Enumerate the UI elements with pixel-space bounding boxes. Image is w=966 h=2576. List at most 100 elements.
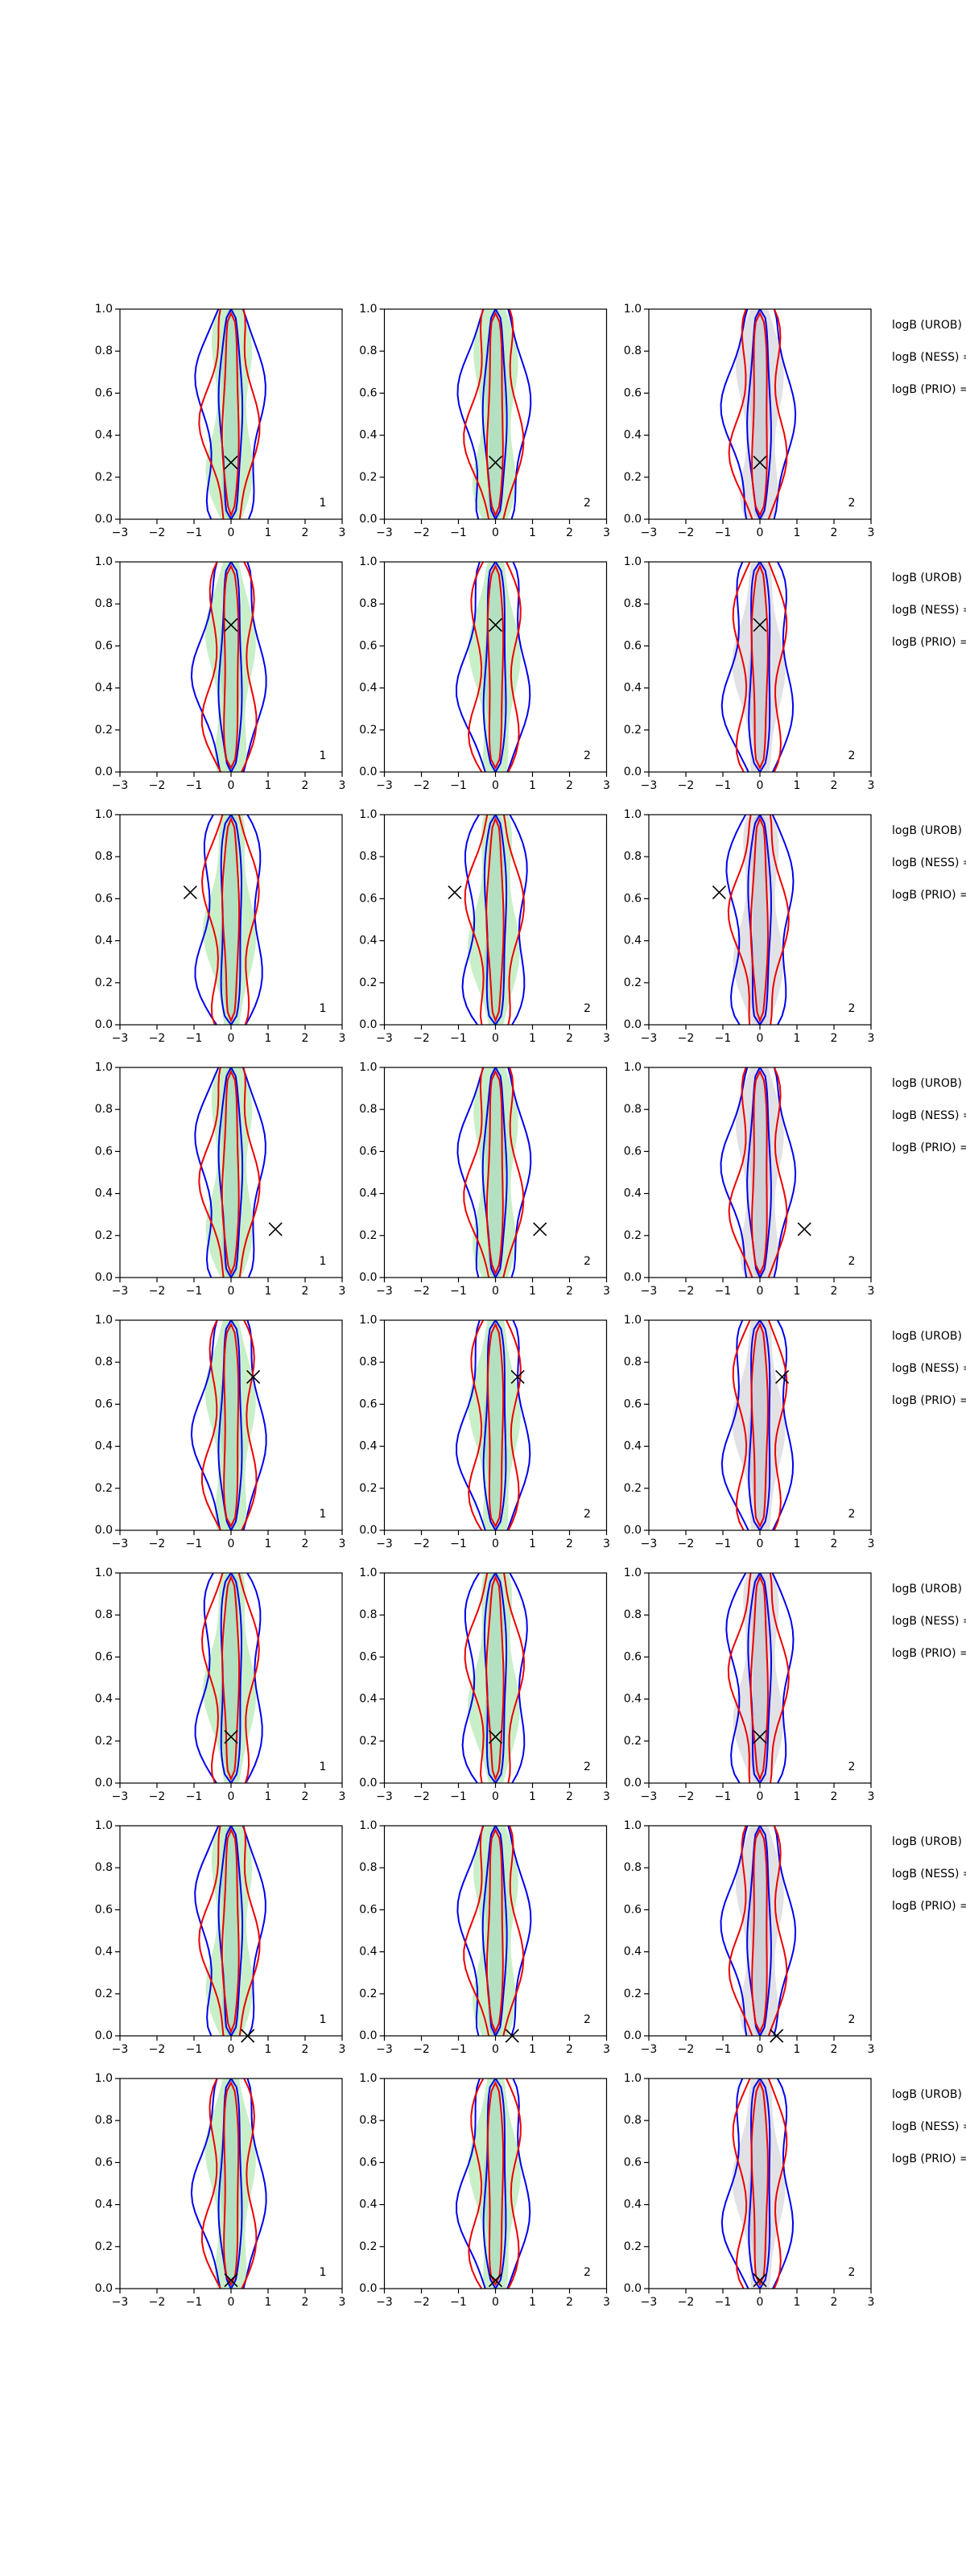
x-tick-label: −1 xyxy=(186,1285,203,1298)
y-tick-label: 0.2 xyxy=(624,724,642,737)
y-tick-label: 0.2 xyxy=(624,1988,642,2000)
panel-annotation: 2 xyxy=(584,1002,591,1015)
x-tick-label: −2 xyxy=(678,1538,695,1550)
y-tick-label: 0.8 xyxy=(359,2114,377,2127)
contours xyxy=(720,2079,795,2289)
contour-blue xyxy=(190,2079,267,2289)
y-tick-label: 0.6 xyxy=(624,1903,642,1916)
contours xyxy=(194,815,263,1025)
y-tick-label: 0.2 xyxy=(95,1482,113,1495)
x-tick-label: −1 xyxy=(715,1032,732,1045)
row-label: logB (UROB) = xyxy=(892,2088,966,2101)
row-label: logB (UROB) = xyxy=(892,1330,966,1343)
x-tick-label: 3 xyxy=(603,2043,610,2056)
x-tick-label: −1 xyxy=(450,526,467,539)
marker xyxy=(488,617,503,632)
y-tick-label: 1.0 xyxy=(95,555,113,568)
x-tick-label: 1 xyxy=(265,1032,272,1045)
x-tick-label: 1 xyxy=(794,1032,801,1045)
x-tick-label: 1 xyxy=(794,779,801,792)
panel-annotation: 1 xyxy=(320,1002,327,1015)
y-tick-label: 0.6 xyxy=(359,1650,377,1663)
x-tick-label: 1 xyxy=(265,526,272,539)
x-tick-label: −1 xyxy=(186,779,203,792)
y-tick-label: 0.6 xyxy=(624,1145,642,1158)
y-tick-label: 0.8 xyxy=(95,1103,113,1116)
x-tick-label: −3 xyxy=(376,779,393,792)
x-tick-label: −2 xyxy=(413,2043,430,2056)
x-tick-label: 1 xyxy=(794,1790,801,1803)
y-tick-label: 0.8 xyxy=(624,597,642,610)
contour-red xyxy=(200,1573,260,1783)
x-tick-label: −1 xyxy=(186,1790,203,1803)
panel: −3 −2 −1 0 1 2 3 0.0 0.2 0.4 0.6 0.8 1.0 2 xyxy=(624,303,875,539)
x-tick-label: 2 xyxy=(831,779,838,792)
y-tick-label: 1.0 xyxy=(359,1314,377,1327)
panel-annotation: 2 xyxy=(584,749,591,762)
contour-red-inner xyxy=(751,1069,768,1276)
x-tick-label: 3 xyxy=(603,1032,610,1045)
marker xyxy=(241,2029,255,2043)
contours xyxy=(720,309,797,519)
contour-red xyxy=(728,1826,788,2036)
y-tick-label: 0.6 xyxy=(95,1903,113,1916)
panel-annotation: 2 xyxy=(848,1508,856,1521)
y-tick-label: 0.2 xyxy=(95,724,113,737)
x-tick-label: 3 xyxy=(339,779,346,792)
x-tick-label: −2 xyxy=(678,779,695,792)
contour-blue-inner xyxy=(482,2079,507,2289)
x-tick-label: 0 xyxy=(492,2296,499,2309)
x-tick-label: 1 xyxy=(794,526,801,539)
contours xyxy=(190,1320,267,1530)
y-tick-label: 1.0 xyxy=(624,2072,642,2085)
x-tick-label: 3 xyxy=(868,1032,875,1045)
contour-red xyxy=(728,309,788,519)
x-tick-label: 0 xyxy=(228,526,235,539)
contour-red-inner xyxy=(221,816,241,1023)
x-tick-label: 2 xyxy=(302,2296,309,2309)
marker xyxy=(753,2273,767,2288)
y-tick-label: 0.0 xyxy=(624,2282,642,2295)
panel: −3 −2 −1 0 1 2 3 0.0 0.2 0.4 0.6 0.8 1.0 1 xyxy=(95,2072,346,2309)
y-tick-label: 0.0 xyxy=(95,2029,113,2042)
marker xyxy=(505,2029,519,2043)
y-tick-label: 0.0 xyxy=(95,1777,113,1790)
panel-annotation: 2 xyxy=(848,1255,856,1268)
x-tick-label: 2 xyxy=(566,779,573,792)
y-tick-label: 0.8 xyxy=(95,1356,113,1368)
panel-annotation: 2 xyxy=(848,497,856,510)
x-tick-label: −3 xyxy=(641,1032,658,1045)
row-label: logB (NESS) = xyxy=(892,1615,966,1628)
panel-annotation: 2 xyxy=(848,2013,856,2026)
marker xyxy=(448,886,462,900)
x-tick-label: 2 xyxy=(302,526,309,539)
y-tick-label: 1.0 xyxy=(359,2072,377,2085)
contour-red xyxy=(732,1320,788,1530)
contour-blue xyxy=(194,815,263,1025)
y-tick-label: 0.6 xyxy=(95,1397,113,1410)
row-label: logB (UROB) = xyxy=(892,1077,966,1090)
contour-blue xyxy=(720,1320,795,1530)
x-tick-label: −3 xyxy=(641,526,658,539)
y-tick-label: 0.4 xyxy=(624,1693,642,1706)
x-tick-label: 2 xyxy=(831,2043,838,2056)
y-tick-label: 0.2 xyxy=(359,976,377,989)
contour-red xyxy=(464,815,525,1025)
y-tick-label: 0.2 xyxy=(95,471,113,484)
x-tick-label: −1 xyxy=(715,779,732,792)
contour-red xyxy=(200,2079,258,2289)
x-tick-label: −2 xyxy=(678,2296,695,2309)
y-tick-label: 0.0 xyxy=(95,2282,113,2295)
panel-annotation: 2 xyxy=(584,2013,591,2026)
contour-blue xyxy=(190,1320,267,1530)
y-tick-label: 0.4 xyxy=(359,1693,377,1706)
x-tick-label: 1 xyxy=(794,2043,801,2056)
y-tick-label: 0.0 xyxy=(359,1524,377,1537)
x-tick-label: 0 xyxy=(492,1538,499,1550)
panel: −3 −2 −1 0 1 2 3 0.0 0.2 0.4 0.6 0.8 1.0 1 xyxy=(95,1061,346,1298)
x-tick-label: −3 xyxy=(112,2296,129,2309)
contour-blue-inner xyxy=(220,815,243,1025)
contour-red xyxy=(732,2079,788,2289)
y-tick-label: 0.2 xyxy=(624,1735,642,1748)
panel: −3 −2 −1 0 1 2 3 0.0 0.2 0.4 0.6 0.8 1.0 2 xyxy=(359,1061,610,1298)
